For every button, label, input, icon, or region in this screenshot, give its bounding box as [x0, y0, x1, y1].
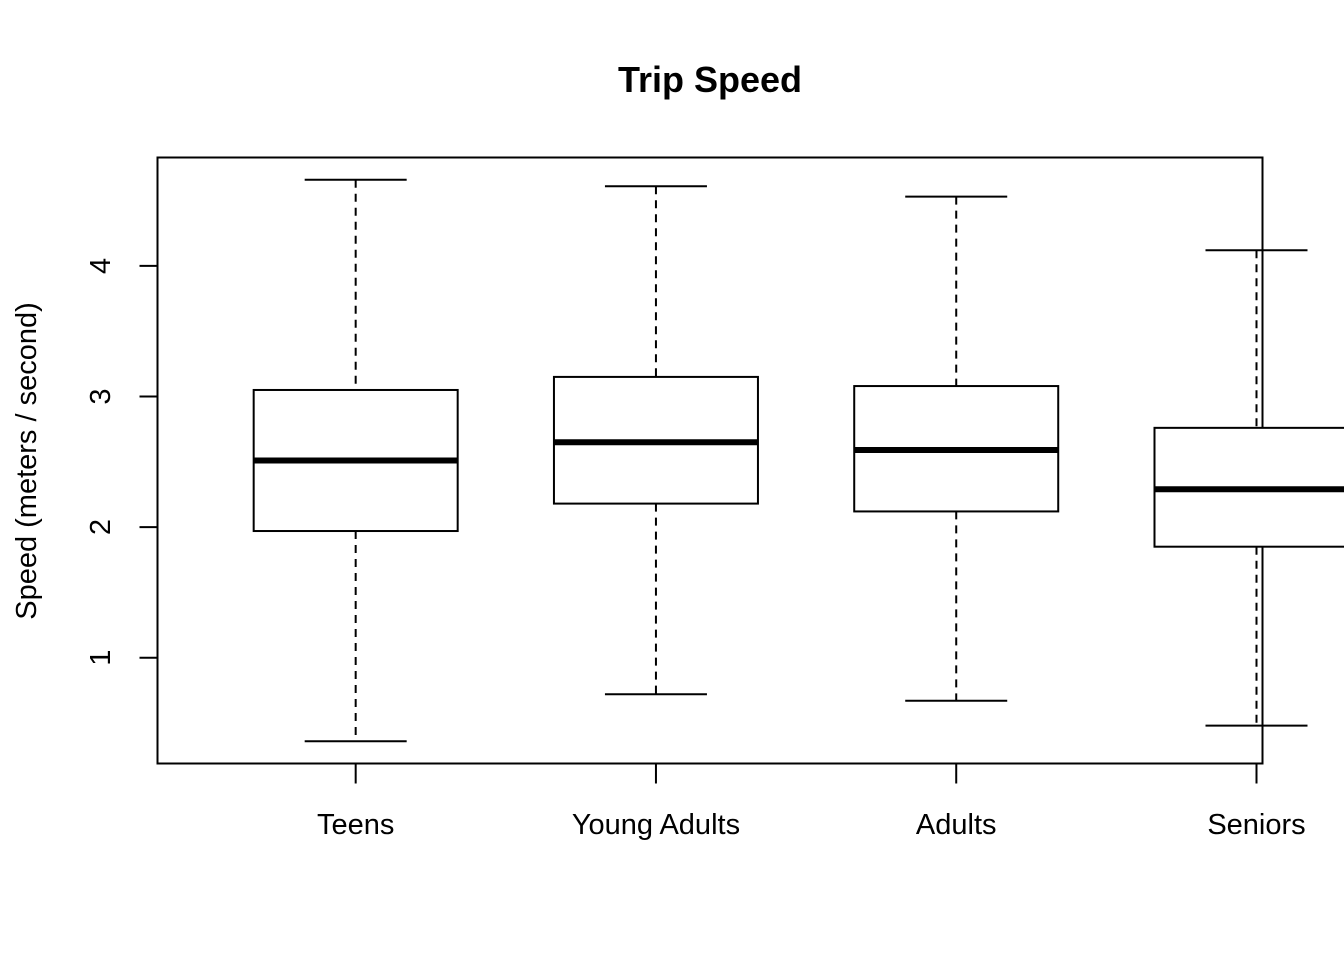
chart-title: Trip Speed — [618, 59, 802, 100]
box-teens — [252, 178, 459, 743]
y-axis-label: Speed (meters / second) — [11, 302, 43, 620]
x-axis: Teens Young Adults Adults Seniors — [317, 763, 1306, 841]
x-tick-label: Adults — [916, 809, 997, 841]
y-tick-label: 3 — [85, 388, 117, 404]
x-tick-label: Seniors — [1207, 809, 1305, 841]
y-axis: 1 2 3 4 — [85, 258, 158, 666]
y-tick-label: 4 — [85, 258, 117, 274]
y-tick-label: 1 — [85, 650, 117, 666]
x-tick-label: Teens — [317, 809, 394, 841]
x-tick-label: Young Adults — [572, 809, 740, 841]
box-seniors — [1153, 249, 1344, 727]
box-young-adults — [552, 185, 759, 696]
box-adults — [853, 195, 1060, 702]
boxes-group — [252, 178, 1344, 743]
y-tick-label: 2 — [85, 519, 117, 535]
